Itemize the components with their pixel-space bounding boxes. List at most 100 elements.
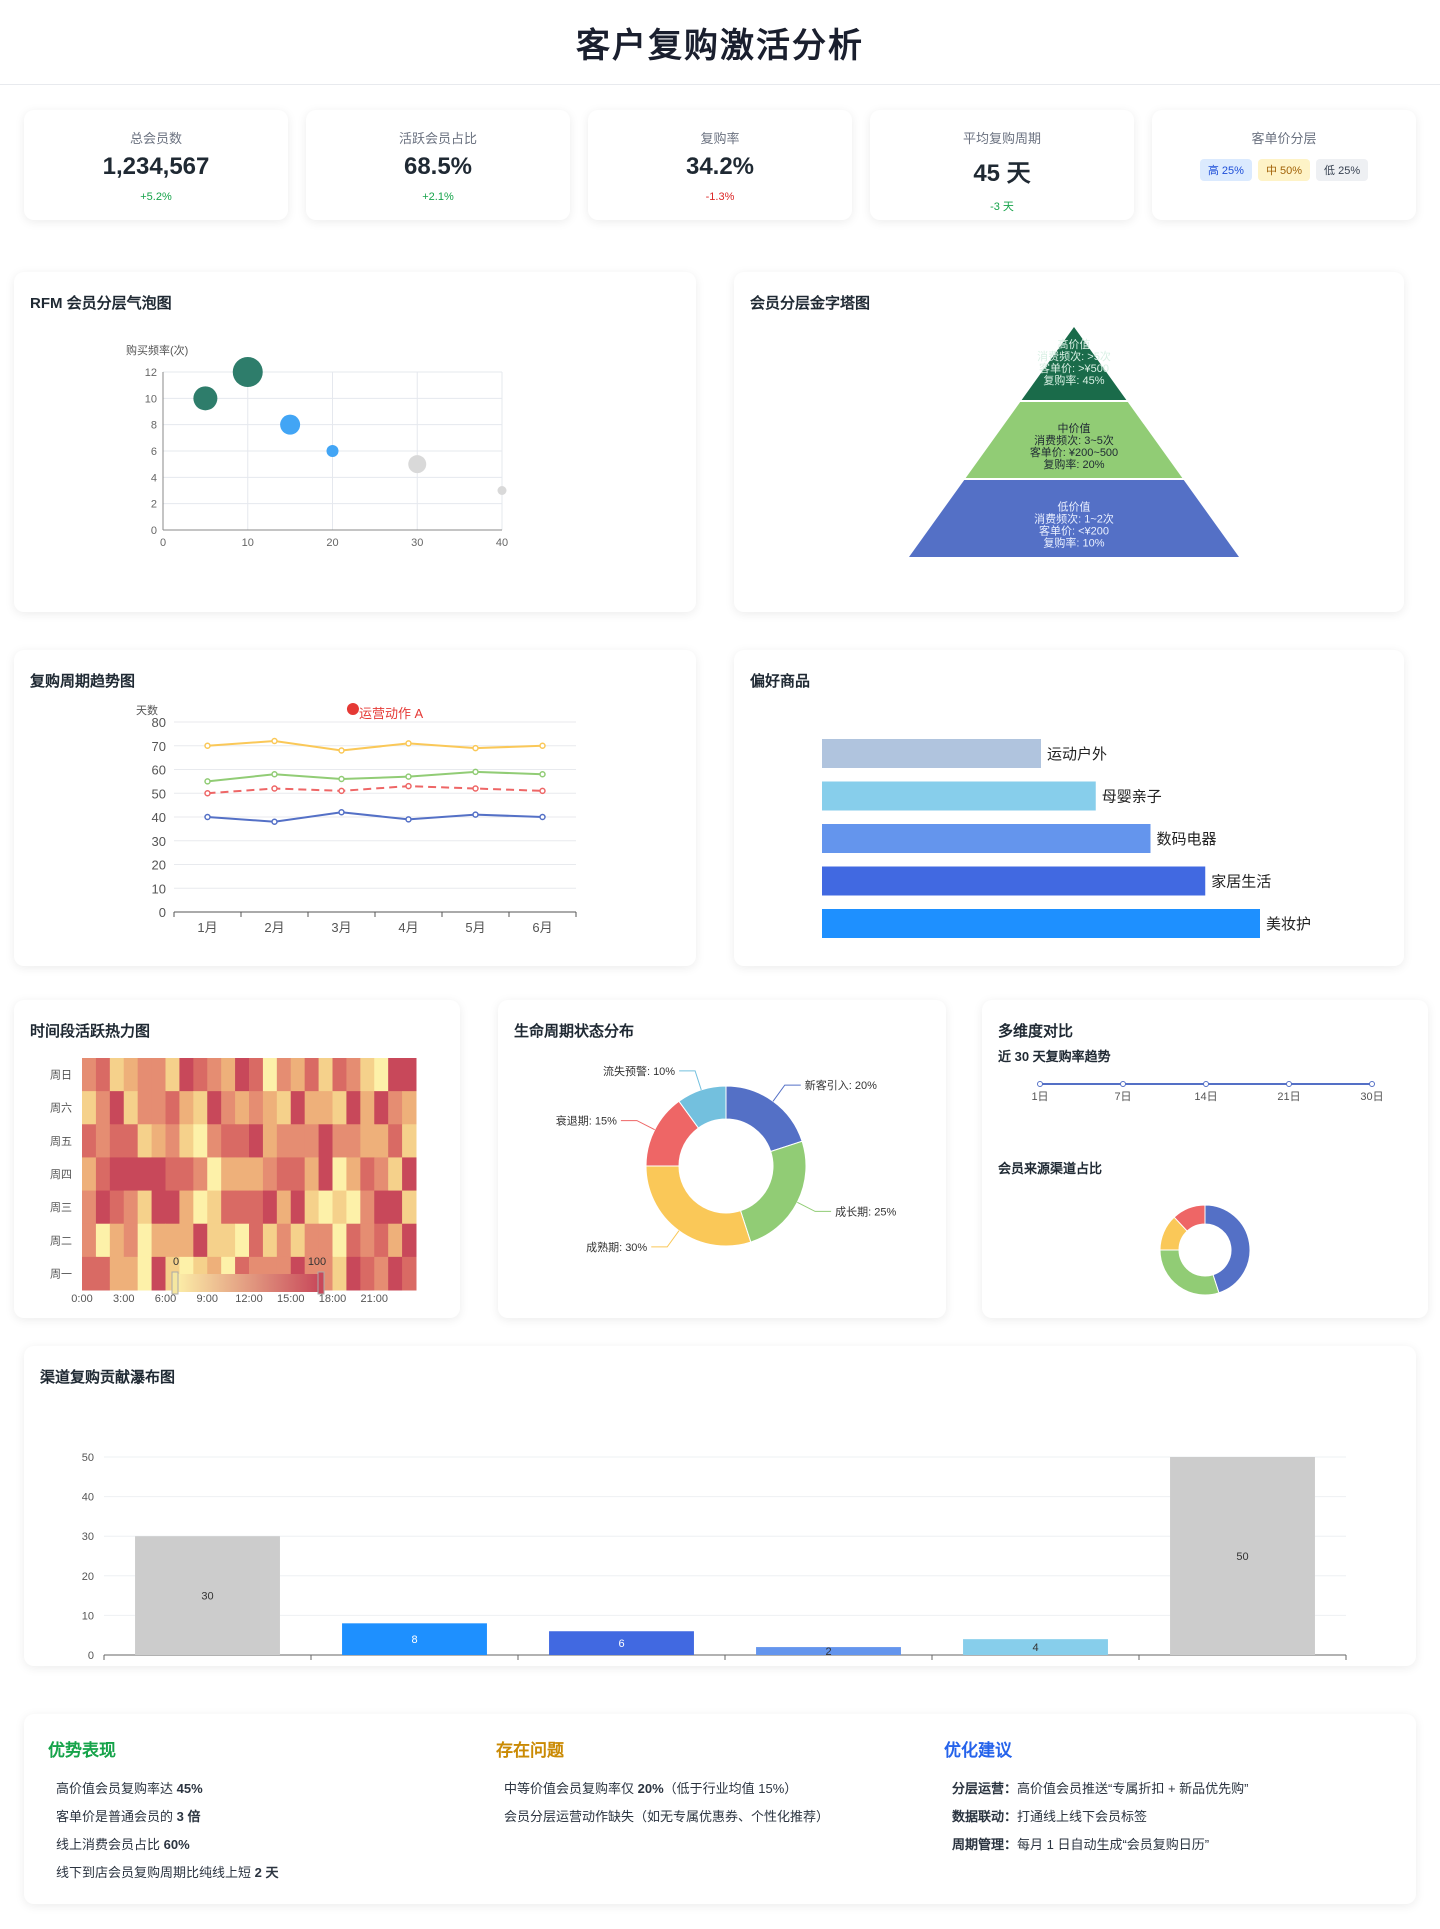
y-tick-label: 6: [151, 446, 157, 458]
kpi-change: -1.3%: [588, 191, 852, 203]
y-tick-label: 4: [151, 472, 157, 484]
waterfall-chart: 01020304050308 62 450: [24, 1346, 1416, 1666]
heat-cell: [346, 1091, 360, 1125]
heat-cell: [402, 1224, 416, 1258]
heat-cell: [166, 1157, 180, 1191]
heat-cell: [96, 1191, 110, 1225]
label-line: [679, 1071, 701, 1090]
y-tick-label: 60: [152, 763, 166, 778]
data-label: 50: [1236, 1551, 1248, 1563]
x-tick-label: 0: [160, 537, 166, 549]
y-tick-label: 2: [151, 499, 157, 511]
heat-cell: [319, 1157, 333, 1191]
heat-cell: [124, 1124, 138, 1158]
y-axis-label: 购买频率(次): [126, 343, 188, 357]
heat-cell: [291, 1224, 305, 1258]
series-line: [208, 772, 543, 782]
insights-columns: 优势表现 高价值会员复购率达 45% 客单价是普通会员的 3 倍线上消费会员占比 6…: [24, 1714, 1416, 1909]
heat-cell: [138, 1091, 152, 1125]
series-point: [272, 772, 277, 777]
heat-cell: [193, 1224, 207, 1258]
series-point: [473, 769, 478, 774]
heat-cell: [179, 1091, 193, 1125]
x-tick-label: 1月: [197, 920, 217, 935]
x-tick-label: 4月: [398, 920, 418, 935]
kpi-label: 客单价分层: [1152, 128, 1416, 147]
x-tick-label: 2月: [264, 920, 284, 935]
insight-item: 分层运营：高价值会员推送“专属折扣 + 新品优先购”: [952, 1775, 1392, 1803]
chart-title: 时间段活跃热力图: [30, 1020, 150, 1041]
heat-cell: [360, 1091, 374, 1125]
y-tick-label: 30: [82, 1531, 94, 1543]
pyramid-label: 消费频次: >5次: [1037, 349, 1111, 363]
heat-cell: [82, 1224, 96, 1258]
insight-highlight: 3 倍: [177, 1809, 201, 1824]
preference-bar: [822, 824, 1151, 853]
donut-slice: [646, 1166, 751, 1246]
insight-highlight: 数据联动：: [952, 1809, 1017, 1824]
bubble-point: [193, 386, 217, 410]
heat-cell: [96, 1157, 110, 1191]
preference-bar: [822, 909, 1260, 938]
series-point: [339, 810, 344, 815]
bar-label: 数码电器: [1157, 831, 1217, 848]
heat-cell: [96, 1224, 110, 1258]
heat-cell: [152, 1257, 166, 1291]
pyramid-label: 复购率: 20%: [1043, 457, 1104, 471]
heat-cell: [333, 1091, 347, 1125]
slice-label: 成熟期: 30%: [586, 1240, 647, 1254]
heat-cell: [360, 1257, 374, 1291]
kpi-change: -3 天: [870, 198, 1134, 214]
x-tick-label: 9:00: [197, 1293, 218, 1305]
heat-cell: [96, 1124, 110, 1158]
slice-label: 衰退期: 15%: [556, 1114, 617, 1128]
heat-cell: [249, 1124, 263, 1158]
kpi-card-avg-cycle: 平均复购周期 45 天 -3 天: [870, 110, 1134, 220]
label-line: [797, 1202, 831, 1211]
heat-cell: [319, 1091, 333, 1125]
page-header: 客户复购激活分析: [0, 0, 1440, 85]
heat-cell: [207, 1058, 221, 1092]
chart-title: 生命周期状态分布: [514, 1020, 634, 1041]
heat-cell: [193, 1191, 207, 1225]
heat-cell: [263, 1091, 277, 1125]
heat-cell: [305, 1124, 319, 1158]
heat-cell: [305, 1091, 319, 1125]
data-label: 6: [618, 1638, 624, 1650]
heat-cell: [374, 1124, 388, 1158]
kpi-card-repurchase-rate: 复购率 34.2% -1.3%: [588, 110, 852, 220]
y-tick-label: 20: [82, 1571, 94, 1583]
bubble-point: [327, 445, 339, 457]
heat-cell: [263, 1058, 277, 1092]
bar-label: 运动户外: [1047, 746, 1107, 763]
y-tick-label: 50: [82, 1452, 94, 1464]
data-label: 30: [201, 1591, 213, 1603]
chart-title: 渠道复购贡献瀑布图: [40, 1366, 175, 1387]
heat-cell: [152, 1191, 166, 1225]
x-tick-label: 6月: [532, 920, 552, 935]
label-line: [773, 1085, 801, 1101]
heat-cell: [124, 1257, 138, 1291]
series-point: [473, 746, 478, 751]
visual-map-min-label: 0: [173, 1256, 179, 1268]
series-point: [540, 815, 545, 820]
y-tick-label: 10: [152, 881, 166, 896]
heat-cell: [221, 1157, 235, 1191]
y-tick-label: 10: [145, 393, 157, 405]
heat-cell: [221, 1091, 235, 1125]
x-tick-label: 30日: [1360, 1091, 1383, 1103]
x-tick-label: 0:00: [71, 1293, 92, 1305]
insight-highlight: 周期管理：: [952, 1837, 1017, 1852]
annotation-label: 运营动作 A: [359, 706, 424, 721]
y-tick-label: 0: [88, 1650, 94, 1662]
insight-list: 高价值会员复购率达 45% 客单价是普通会员的 3 倍线上消费会员占比 60% 线下…: [56, 1775, 496, 1887]
y-tick-label: 20: [152, 858, 166, 873]
heat-cell: [179, 1224, 193, 1258]
heat-cell: [235, 1091, 249, 1125]
data-label: 2: [825, 1646, 831, 1658]
insight-highlight: 分层运营：: [952, 1781, 1017, 1796]
heat-cell: [207, 1157, 221, 1191]
bubble-point: [233, 357, 263, 387]
visual-map-handle-max: [318, 1272, 324, 1294]
insight-text: 中等价值会员复购率仅: [504, 1781, 638, 1796]
